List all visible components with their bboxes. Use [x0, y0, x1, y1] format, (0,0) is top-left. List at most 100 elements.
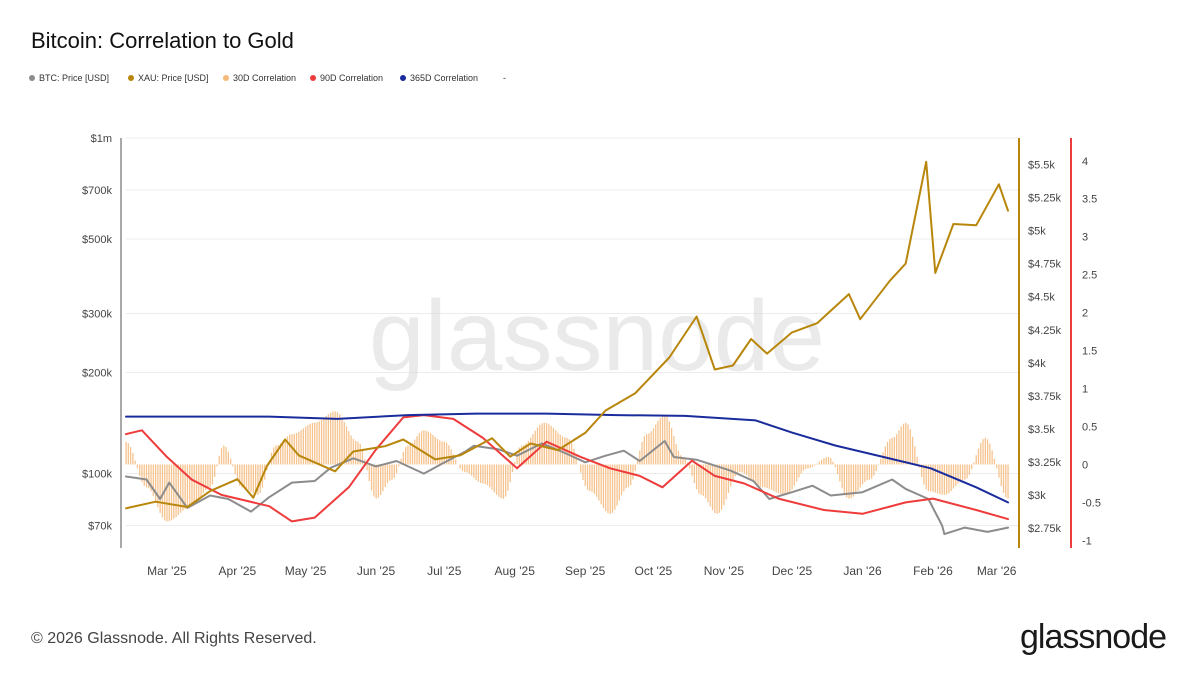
corr-30d-bar — [168, 464, 170, 522]
corr-30d-bar — [611, 464, 614, 513]
corr-30d-bar — [582, 464, 584, 481]
corr-30d-bar — [898, 430, 900, 465]
corr-30d-bar — [527, 440, 530, 465]
corr-tick-label: 0.5 — [1082, 422, 1097, 434]
left-tick-label: $300k — [82, 308, 112, 320]
corr-30d-bar — [186, 464, 189, 508]
corr-30d-bar — [211, 464, 214, 485]
corr-30d-bar — [550, 425, 552, 465]
gold-tick-label: $5.25k — [1028, 193, 1062, 205]
copyright-footer: © 2026 Glassnode. All Rights Reserved. — [31, 630, 317, 647]
corr-30d-bar — [452, 454, 455, 465]
series-line-90d-correlation — [125, 414, 1009, 523]
corr-30d-bar — [880, 458, 882, 465]
corr-30d-bar — [868, 464, 871, 480]
corr-30d-bar — [934, 464, 936, 493]
gold-tick-label: $5k — [1028, 226, 1046, 238]
corr-tick-label: 1.5 — [1082, 346, 1097, 358]
legend-item-90d[interactable]: 90D Correlation — [310, 73, 383, 83]
corr-30d-bar — [764, 464, 766, 488]
legend-item-xau[interactable]: XAU: Price [USD] — [128, 73, 209, 83]
corr-30d-bar — [132, 453, 134, 465]
corr-30d-bar — [243, 464, 245, 488]
corr-30d-bar — [491, 464, 493, 490]
corr-30d-bar — [448, 445, 450, 465]
left-tick-label: $500k — [82, 234, 112, 246]
corr-30d-bar — [802, 464, 805, 471]
corr-30d-bar — [957, 464, 959, 484]
corr-30d-bar — [620, 464, 623, 496]
x-tick-label: Nov '25 — [704, 564, 745, 578]
corr-30d-bar — [805, 464, 807, 469]
corr-30d-bar — [720, 464, 723, 510]
corr-30d-bar — [673, 436, 675, 465]
corr-30d-bar — [691, 464, 693, 476]
corr-tick-label: 4 — [1082, 156, 1088, 168]
corr-30d-bar — [823, 458, 825, 465]
corr-30d-bar — [952, 464, 955, 489]
corr-30d-bar — [332, 411, 334, 465]
series-line-xau — [125, 160, 1009, 510]
corr-30d-bar — [179, 464, 182, 513]
corr-30d-bar — [734, 464, 736, 477]
corr-tick-label: 3.5 — [1082, 194, 1097, 206]
corr-30d-bar — [877, 464, 880, 466]
corr-30d-bar — [202, 464, 204, 494]
corr-30d-bar — [166, 464, 168, 522]
corr-30d-bar — [400, 458, 402, 465]
corr-30d-bar — [636, 460, 639, 465]
corr-30d-bar — [857, 464, 859, 491]
corr-30d-bar — [125, 441, 127, 465]
corr-30d-bar — [345, 426, 348, 465]
corr-30d-bar — [357, 441, 359, 465]
gold-tick-label: $3k — [1028, 490, 1046, 502]
corr-30d-bar — [645, 434, 648, 465]
corr-30d-bar — [598, 464, 600, 501]
corr-30d-bar — [889, 438, 891, 465]
corr-30d-bar — [416, 436, 418, 465]
corr-30d-bar — [193, 464, 195, 506]
corr-30d-bar — [770, 464, 773, 490]
corr-30d-bar — [327, 414, 330, 465]
legend-item-extra[interactable]: - — [503, 73, 506, 83]
corr-30d-bar — [309, 423, 311, 465]
legend-item-btc[interactable]: BTC: Price [USD] — [29, 73, 109, 83]
corr-30d-bar — [134, 460, 136, 465]
corr-30d-bar — [664, 415, 666, 465]
corr-30d-bar — [859, 464, 861, 488]
corr-30d-bar — [714, 464, 716, 513]
legend-item-30d[interactable]: 30D Correlation — [223, 73, 296, 83]
corr-30d-bar — [389, 464, 391, 481]
corr-30d-bar — [391, 464, 393, 480]
corr-30d-bar — [443, 441, 445, 465]
corr-30d-bar — [773, 464, 775, 492]
corr-30d-bar — [377, 464, 380, 498]
legend-item-365d[interactable]: 365D Correlation — [400, 73, 478, 83]
corr-30d-bar — [600, 464, 602, 505]
corr-30d-bar — [948, 464, 950, 494]
corr-30d-bar — [955, 464, 957, 486]
corr-30d-bar — [277, 444, 280, 465]
gold-tick-label: $2.75k — [1028, 523, 1062, 535]
corr-30d-bar — [409, 444, 411, 465]
x-tick-label: Feb '26 — [913, 564, 953, 578]
corr-30d-bar — [498, 464, 500, 497]
corr-30d-bar — [361, 450, 364, 465]
corr-30d-bar — [884, 446, 886, 465]
corr-30d-bar — [921, 464, 923, 477]
corr-30d-bar — [354, 440, 357, 465]
corr-30d-bar — [480, 464, 482, 484]
corr-30d-bar — [814, 464, 816, 466]
corr-30d-bar — [589, 464, 591, 492]
corr-30d-bar — [775, 464, 777, 493]
gold-tick-label: $5.5k — [1028, 159, 1055, 171]
corr-30d-bar — [607, 464, 609, 514]
corr-30d-bar — [707, 464, 709, 503]
corr-30d-bar — [643, 436, 645, 465]
corr-30d-bar — [129, 447, 132, 465]
corr-30d-bar — [223, 445, 225, 465]
corr-30d-bar — [200, 464, 202, 497]
corr-30d-bar — [366, 464, 368, 471]
corr-30d-bar — [1002, 464, 1005, 493]
chart-title: Bitcoin: Correlation to Gold — [31, 28, 294, 53]
